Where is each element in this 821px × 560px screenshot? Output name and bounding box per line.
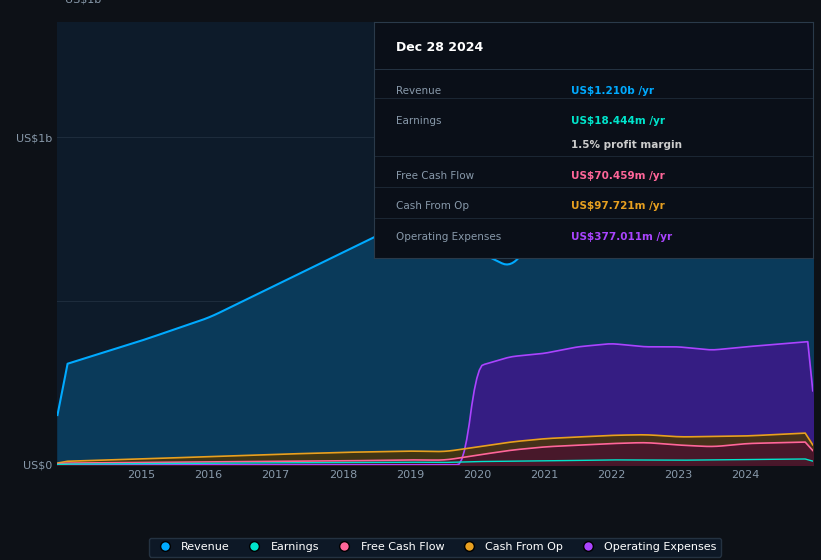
Text: Dec 28 2024: Dec 28 2024 — [396, 41, 483, 54]
Text: US$18.444m /yr: US$18.444m /yr — [571, 116, 665, 127]
Text: US$1.210b /yr: US$1.210b /yr — [571, 86, 654, 96]
Text: Earnings: Earnings — [396, 116, 441, 127]
Text: US$1b: US$1b — [65, 0, 101, 4]
Text: US$70.459m /yr: US$70.459m /yr — [571, 171, 665, 180]
Text: Revenue: Revenue — [396, 86, 441, 96]
Text: US$97.721m /yr: US$97.721m /yr — [571, 201, 665, 211]
Text: US$377.011m /yr: US$377.011m /yr — [571, 232, 672, 242]
Text: Cash From Op: Cash From Op — [396, 201, 469, 211]
Text: Free Cash Flow: Free Cash Flow — [396, 171, 474, 180]
Text: 1.5% profit margin: 1.5% profit margin — [571, 140, 682, 150]
Legend: Revenue, Earnings, Free Cash Flow, Cash From Op, Operating Expenses: Revenue, Earnings, Free Cash Flow, Cash … — [149, 538, 721, 557]
Text: Operating Expenses: Operating Expenses — [396, 232, 501, 242]
